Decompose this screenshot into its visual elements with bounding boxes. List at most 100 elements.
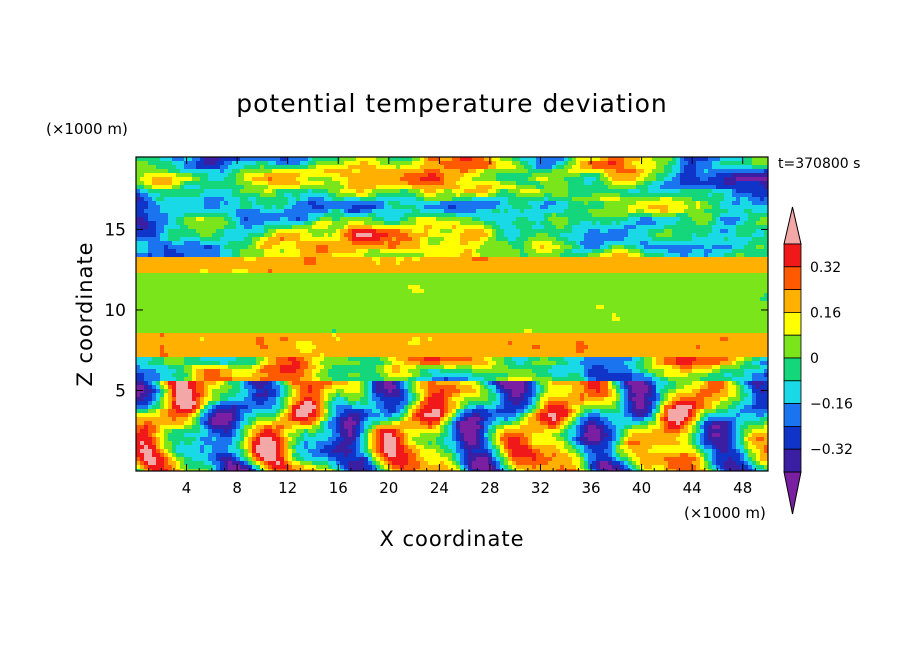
contour-cell [312,161,317,166]
contour-cell [184,245,189,250]
contour-cell [700,277,705,282]
contour-cell [272,253,277,258]
contour-cell [676,253,681,258]
contour-cell [440,249,445,254]
contour-cell [568,209,573,214]
contour-cell [676,189,681,194]
contour-cell [408,273,413,278]
contour-cell [384,165,389,170]
contour-cell [152,277,157,282]
contour-cell [764,157,768,162]
contour-cell [672,205,677,210]
contour-cell [512,181,517,186]
contour-cell [576,229,581,234]
contour-cell [724,221,729,226]
contour-cell [608,257,613,262]
contour-cell [636,201,641,206]
contour-cell [204,181,209,186]
contour-cell [740,269,745,274]
contour-cell [288,217,293,222]
contour-cell [516,229,521,234]
contour-cell [420,221,425,226]
contour-cell [368,217,373,222]
contour-cell [136,237,141,242]
contour-cell [196,277,201,282]
contour-cell [384,229,389,234]
contour-cell [692,273,697,278]
contour-cell [208,173,213,178]
contour-cell [644,225,649,230]
contour-cell [340,229,345,234]
contour-cell [256,261,261,266]
contour-cell [228,217,233,222]
contour-cell [416,281,421,286]
contour-cell [476,209,481,214]
contour-cell [328,233,333,238]
contour-cell [204,185,209,190]
contour-cell [588,181,593,186]
contour-cell [676,249,681,254]
contour-cell [348,273,353,278]
contour-cell [236,165,241,170]
contour-cell [316,209,321,214]
contour-cell [372,209,377,214]
contour-cell [244,277,249,282]
contour-cell [712,165,717,170]
contour-cell [452,185,457,190]
contour-cell [376,161,381,166]
contour-cell [352,217,357,222]
contour-cell [456,169,461,174]
contour-cell [752,261,757,266]
contour-cell [476,241,481,246]
contour-cell [444,253,449,258]
contour-cell [276,245,281,250]
contour-cell [684,197,689,202]
contour-cell [352,225,357,230]
contour-cell [352,201,357,206]
contour-cell [504,185,509,190]
contour-cell [376,165,381,170]
contour-cell [340,181,345,186]
contour-cell [184,281,189,286]
contour-cell [292,241,297,246]
contour-cell [344,161,349,166]
contour-cell [496,205,501,210]
contour-cell [392,253,397,258]
contour-cell [644,157,649,162]
contour-cell [612,233,617,238]
contour-cell [580,245,585,250]
contour-cell [472,253,477,258]
contour-cell [348,157,353,162]
contour-cell [548,241,553,246]
contour-cell [228,157,233,162]
contour-cell [660,245,665,250]
contour-cell [636,229,641,234]
contour-cell [292,233,297,238]
contour-cell [440,217,445,222]
contour-cell [672,249,677,254]
contour-cell [712,245,717,250]
contour-cell [536,205,541,210]
contour-cell [436,197,441,202]
contour-cell [516,197,521,202]
contour-cell [204,221,209,226]
contour-cell [616,209,621,214]
contour-cell [480,173,485,178]
contour-cell [208,237,213,242]
contour-cell [760,177,765,182]
contour-cell [356,237,361,242]
contour-cell [584,165,589,170]
contour-cell [544,169,549,174]
contour-cell [292,157,297,162]
contour-cell [148,209,153,214]
contour-cell [736,213,741,218]
contour-cell [320,281,325,286]
contour-cell [192,193,197,198]
contour-cell [328,241,333,246]
contour-cell [220,277,225,282]
contour-cell [704,261,709,266]
contour-cell [232,189,237,194]
contour-cell [568,245,573,250]
contour-cell [328,281,333,286]
contour-cell [140,221,145,226]
